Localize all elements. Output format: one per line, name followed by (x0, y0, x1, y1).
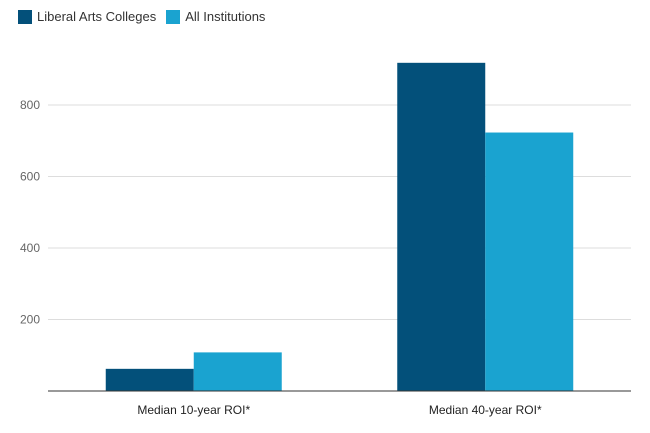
y-tick-label-800: 800 (20, 98, 40, 112)
x-axis-labels: Median 10-year ROI* Median 40-year ROI* (137, 403, 542, 417)
bar-all-institutions-1 (485, 132, 574, 391)
legend-swatch-liberal-arts (18, 9, 32, 24)
legend-label-liberal-arts: Liberal Arts Colleges (37, 9, 157, 24)
bar-liberal-arts-1 (397, 62, 486, 391)
legend-item-all-institutions: All Institutions (166, 9, 265, 24)
bar-liberal-arts-0 (105, 368, 194, 391)
legend-item-liberal-arts: Liberal Arts Colleges (18, 9, 156, 24)
x-category-label-0: Median 10-year ROI* (137, 403, 250, 417)
y-tick-label-400: 400 (20, 241, 40, 255)
legend: Liberal Arts Colleges All Institutions (18, 9, 275, 24)
legend-swatch-all-institutions (166, 9, 181, 24)
legend-label-all-institutions: All Institutions (185, 9, 266, 24)
y-tick-label-200: 200 (20, 313, 40, 327)
y-tick-label-600: 600 (20, 170, 40, 184)
bar-all-institutions-0 (193, 352, 282, 391)
bars (105, 62, 574, 391)
x-category-label-1: Median 40-year ROI* (429, 403, 542, 417)
y-axis-ticks: 200 400 600 800 (20, 98, 40, 327)
